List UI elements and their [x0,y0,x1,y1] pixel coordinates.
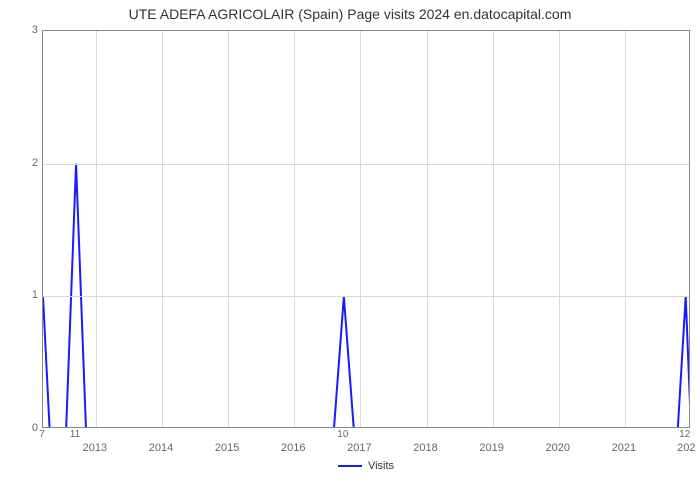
y-tick-label: 1 [8,289,38,301]
vgrid [162,31,163,427]
hgrid [43,296,689,297]
x-tick-label: 2015 [215,442,239,454]
x-tick-label: 2020 [546,442,570,454]
x-tick-label: 2019 [479,442,503,454]
vgrid [625,31,626,427]
value-label: 10 [337,429,348,440]
legend-swatch [338,465,362,467]
vgrid [493,31,494,427]
x-tick-label: 2017 [347,442,371,454]
y-tick-label: 0 [8,422,38,434]
chart-container: UTE ADEFA AGRICOLAIR (Spain) Page visits… [0,0,700,500]
x-tick-label: 2013 [83,442,107,454]
x-tick-label: 2021 [612,442,636,454]
x-tick-label: 2016 [281,442,305,454]
value-label: 11 [70,429,80,440]
vgrid [559,31,560,427]
value-label: 7 [39,429,45,440]
y-axis-ticks: 0123 [0,30,42,428]
plot-area [42,30,690,428]
vgrid [360,31,361,427]
plot-wrap [42,30,690,428]
x-tick-label: 202 [677,442,695,454]
x-tick-label: 2014 [149,442,173,454]
vgrid [294,31,295,427]
x-tick-label: 2018 [413,442,437,454]
line-series [43,31,690,428]
y-tick-label: 3 [8,24,38,36]
hgrid [43,164,689,165]
legend-label: Visits [368,460,394,472]
vgrid [427,31,428,427]
vgrid [228,31,229,427]
value-label: 12 [679,429,690,440]
y-tick-label: 2 [8,157,38,169]
vgrid [96,31,97,427]
legend: Visits [42,460,690,472]
chart-title: UTE ADEFA AGRICOLAIR (Spain) Page visits… [0,0,700,26]
